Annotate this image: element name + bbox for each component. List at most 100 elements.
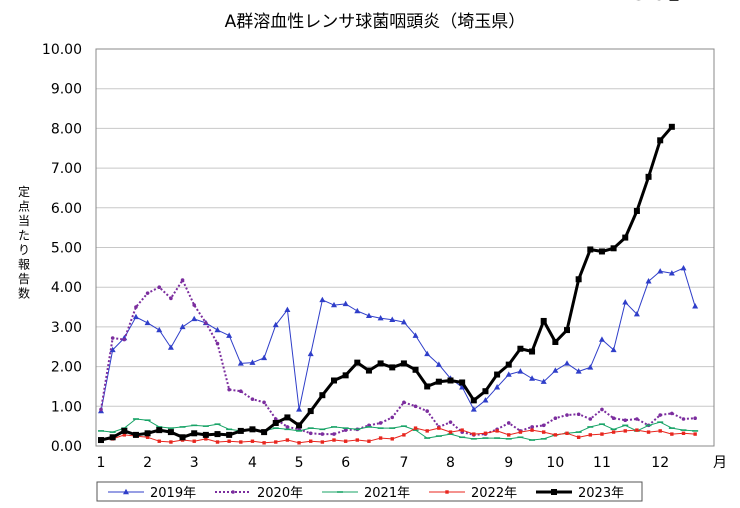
data-point — [445, 490, 449, 494]
y-tick-label: 4.00 — [51, 280, 82, 296]
data-point — [506, 421, 511, 425]
data-point — [192, 439, 196, 443]
data-point — [645, 173, 652, 180]
x-tick-label: 9 — [504, 455, 513, 471]
y-tick-label: 1.00 — [51, 399, 82, 415]
data-point — [472, 432, 476, 436]
data-point — [635, 428, 639, 432]
data-point — [132, 313, 139, 320]
data-point — [202, 431, 209, 438]
data-point — [645, 278, 652, 284]
data-point — [121, 427, 128, 434]
series-line — [100, 267, 696, 412]
data-point — [658, 413, 662, 417]
data-point — [680, 264, 687, 271]
data-point — [482, 388, 489, 395]
data-point — [377, 314, 384, 321]
y-axis-label-char: 点 — [18, 200, 30, 214]
data-point — [237, 427, 244, 434]
data-point — [122, 433, 126, 437]
data-point — [262, 441, 266, 445]
data-point — [239, 389, 243, 394]
data-point — [598, 248, 605, 255]
annotation-label: 8.04 — [632, 0, 679, 5]
data-point — [169, 296, 173, 301]
legend: 2019年 2020年 2021年 2022年 2023年 — [96, 481, 643, 502]
data-point — [250, 439, 255, 443]
data-point — [262, 400, 266, 405]
data-point — [354, 307, 361, 314]
data-point — [670, 432, 674, 436]
x-tick-label: 7 — [399, 455, 408, 471]
x-axis-ticks: 1 2 3 4 5 6 7 8 9 10 11 12 — [97, 455, 670, 471]
data-point — [565, 413, 569, 417]
data-point — [273, 417, 278, 421]
data-point — [635, 417, 639, 421]
plot-frame — [95, 48, 715, 447]
data-point — [611, 416, 616, 421]
data-point — [412, 332, 419, 338]
data-point — [332, 438, 336, 442]
annotation: 8.04 — [632, 0, 679, 5]
data-point — [389, 364, 396, 371]
data-point — [553, 433, 558, 437]
data-point — [470, 397, 477, 404]
data-point — [598, 336, 605, 342]
data-point — [529, 348, 536, 355]
data-point — [633, 310, 640, 317]
data-point — [215, 440, 220, 444]
data-point — [681, 431, 686, 435]
data-point — [272, 419, 279, 426]
data-point — [331, 301, 337, 308]
data-point — [342, 300, 349, 307]
data-point — [587, 364, 594, 370]
data-point — [123, 488, 129, 495]
y-tick-label: 7.00 — [51, 161, 82, 177]
data-point — [681, 417, 686, 421]
data-point — [542, 430, 546, 434]
data-point — [319, 296, 326, 303]
data-point — [552, 338, 559, 345]
data-point — [320, 440, 325, 444]
data-point — [623, 418, 628, 422]
legend-label: 2020年 — [257, 486, 303, 501]
y-tick-label: 6.00 — [51, 201, 82, 217]
data-point — [505, 361, 512, 368]
data-point — [109, 346, 116, 353]
y-axis-label-char: 数 — [18, 286, 30, 301]
data-point — [623, 429, 627, 433]
data-point — [226, 431, 233, 438]
legend-label: 2019年 — [150, 486, 196, 501]
data-point — [611, 430, 616, 434]
y-tick-label: 5.00 — [51, 241, 82, 257]
data-point — [261, 354, 268, 361]
x-tick-label: 3 — [190, 455, 199, 471]
data-point — [239, 440, 243, 444]
y-tick-label: 3.00 — [51, 320, 82, 336]
data-point — [482, 397, 489, 403]
data-point — [204, 321, 208, 325]
data-point — [343, 439, 348, 443]
data-point — [507, 433, 511, 437]
data-point — [460, 428, 464, 432]
data-point — [272, 321, 279, 328]
data-point — [231, 490, 235, 494]
data-point — [495, 429, 499, 433]
data-point — [110, 336, 115, 340]
data-point — [553, 416, 558, 421]
data-point — [425, 409, 430, 413]
data-point — [144, 319, 151, 326]
data-point — [167, 344, 174, 350]
x-tick-label: 11 — [593, 455, 611, 471]
data-point — [250, 397, 255, 401]
data-point — [400, 318, 407, 325]
data-point — [204, 437, 208, 441]
y-axis-label-char: り — [18, 243, 30, 257]
data-point — [274, 440, 278, 444]
data-point — [540, 378, 547, 384]
data-point — [285, 438, 290, 442]
data-point — [459, 384, 466, 390]
data-point — [297, 441, 301, 445]
data-point — [459, 379, 466, 386]
data-point — [214, 431, 221, 438]
